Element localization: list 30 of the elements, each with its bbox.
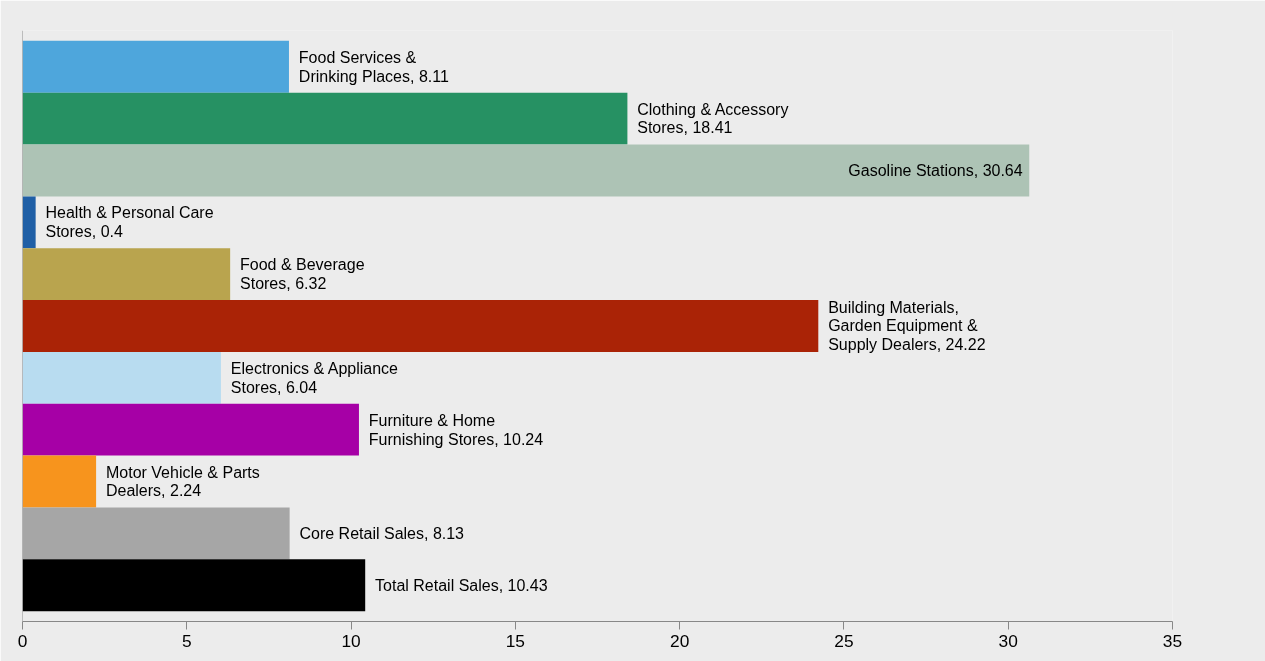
bar bbox=[22, 455, 97, 508]
x-tick-label: 15 bbox=[505, 630, 525, 651]
bar bbox=[22, 300, 819, 352]
data-label: Electronics & Appliance Stores, 6.04 bbox=[230, 359, 399, 396]
bar bbox=[22, 351, 221, 404]
x-tick-label: 35 bbox=[1162, 630, 1183, 651]
data-label: Food Services & Drinking Places, 8.11 bbox=[298, 48, 449, 85]
data-label: Food & Beverage Stores, 6.32 bbox=[240, 256, 365, 293]
data-label: Clothing & Accessory Stores, 18.41 bbox=[637, 100, 789, 137]
data-label: Furniture & Home Furnishing Stores, 10.24 bbox=[368, 411, 544, 448]
data-label: Total Retail Sales, 10.43 bbox=[375, 576, 548, 594]
data-label: Core Retail Sales, 8.13 bbox=[299, 524, 465, 542]
bar bbox=[22, 92, 628, 145]
bar bbox=[22, 248, 231, 301]
bar bbox=[22, 559, 366, 612]
data-label: Gasoline Stations, 30.64 bbox=[848, 161, 1023, 179]
data-label: Health & Personal Care Stores, 0.4 bbox=[45, 204, 214, 241]
data-label: Motor Vehicle & Parts Dealers, 2.24 bbox=[105, 463, 260, 500]
bar bbox=[22, 40, 289, 93]
x-tick-label: 20 bbox=[670, 630, 690, 651]
bar bbox=[22, 196, 36, 249]
bar bbox=[22, 144, 1030, 197]
data-label: Building Materials, Garden Equipment & Supply Dealers, 24.22 bbox=[828, 298, 986, 354]
bar bbox=[22, 507, 290, 560]
bar bbox=[22, 403, 359, 456]
x-tick-label: 30 bbox=[998, 630, 1018, 651]
x-tick-label: 0 bbox=[17, 630, 28, 651]
x-tick-label: 25 bbox=[834, 630, 854, 651]
x-tick-label: 5 bbox=[181, 630, 192, 651]
x-tick-label: 10 bbox=[341, 630, 361, 651]
